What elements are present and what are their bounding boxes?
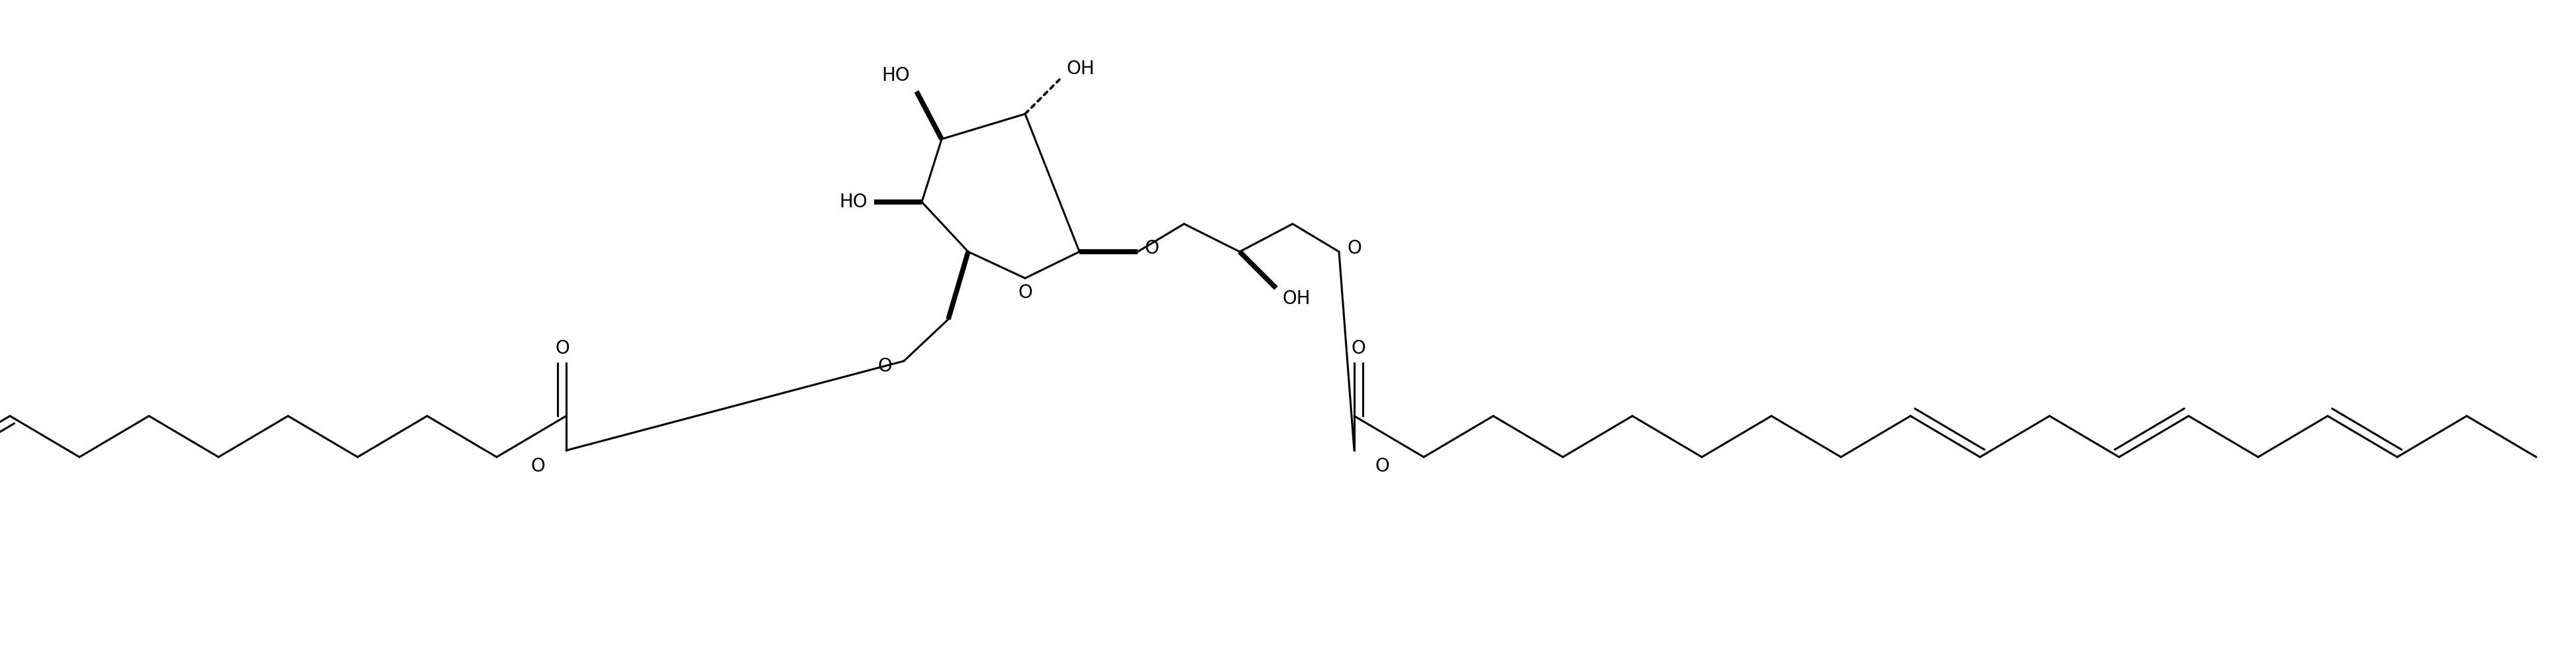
Text: O: O [878, 357, 891, 375]
Text: O: O [1376, 457, 1388, 476]
Text: O: O [1018, 284, 1033, 302]
Text: HO: HO [840, 193, 868, 211]
Text: O: O [1144, 239, 1159, 258]
Text: O: O [1347, 239, 1360, 258]
Text: O: O [1350, 339, 1365, 358]
Text: O: O [531, 457, 546, 476]
Text: OH: OH [1283, 290, 1311, 308]
Text: O: O [554, 339, 569, 358]
Text: HO: HO [881, 66, 909, 85]
Text: OH: OH [1066, 60, 1095, 78]
